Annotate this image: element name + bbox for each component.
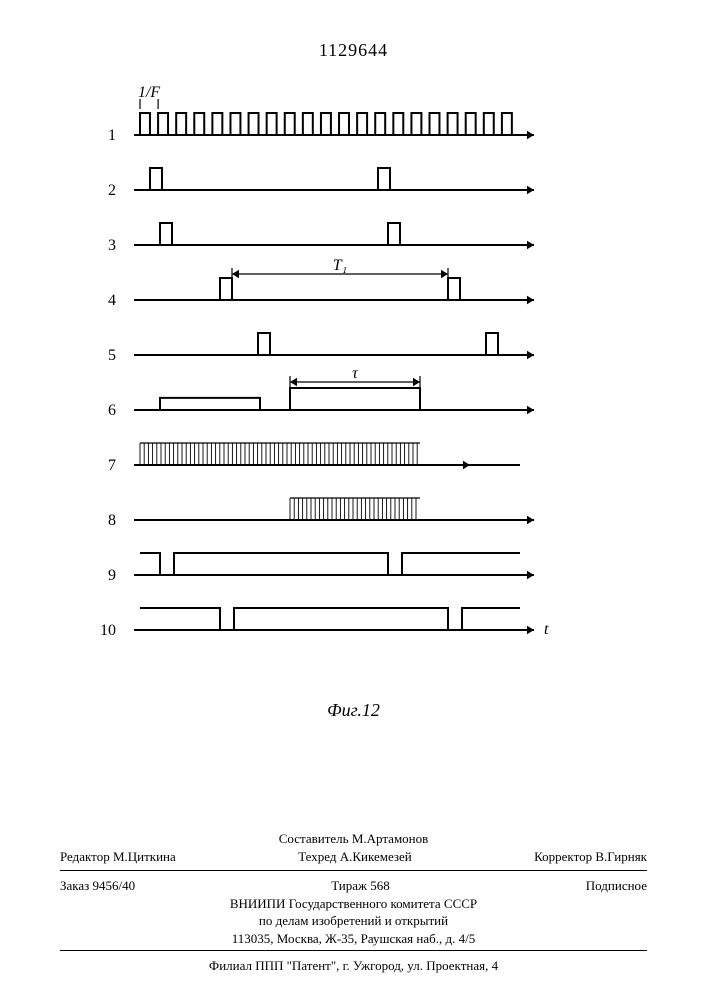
- svg-text:T₁: T₁: [333, 257, 347, 274]
- branch-block: Филиал ППП "Патент", г. Ужгород, ул. Про…: [60, 950, 647, 975]
- svg-text:3: 3: [108, 237, 116, 254]
- svg-text:5: 5: [108, 347, 116, 364]
- svg-text:1: 1: [108, 127, 116, 144]
- page: 1129644 1 1/F 2 3 4 T₁ 5 6 τ 7 8 9 10 t Фиг.12 Состав…: [0, 0, 707, 1000]
- org-line-1: ВНИИПИ Государственного комитета СССР: [60, 895, 647, 913]
- org-address: 113035, Москва, Ж-35, Раушская наб., д. …: [60, 930, 647, 948]
- techred-name: А.Кикемезей: [340, 849, 412, 864]
- svg-text:10: 10: [100, 622, 116, 639]
- compiler-label: Составитель: [279, 831, 349, 846]
- branch-address: Филиал ППП "Патент", г. Ужгород, ул. Про…: [209, 958, 498, 973]
- svg-text:t: t: [544, 621, 549, 638]
- figure-label: Фиг.12: [0, 700, 707, 721]
- timing-diagram: 11/F234T₁56τ78910t: [100, 95, 600, 695]
- credits-block: Составитель М.Артамонов Редактор М.Цитки…: [60, 830, 647, 865]
- corrector-name: В.Гирняк: [595, 849, 647, 864]
- techred-label: Техред: [298, 849, 336, 864]
- svg-text:6: 6: [108, 402, 116, 419]
- imprint-block: Заказ 9456/40 Тираж 568 Подписное ВНИИПИ…: [60, 870, 647, 947]
- tirazh: Тираж 568: [331, 877, 390, 895]
- svg-text:τ: τ: [352, 365, 359, 382]
- svg-text:7: 7: [108, 457, 116, 474]
- editor-name: М.Циткина: [113, 849, 176, 864]
- compiler-name: М.Артамонов: [352, 831, 428, 846]
- org-line-2: по делам изобретений и открытий: [60, 912, 647, 930]
- corrector-label: Корректор: [534, 849, 592, 864]
- svg-text:4: 4: [108, 292, 116, 309]
- svg-text:1/F: 1/F: [138, 84, 160, 101]
- subscription: Подписное: [586, 877, 647, 895]
- order-number: Заказ 9456/40: [60, 877, 135, 895]
- svg-text:2: 2: [108, 182, 116, 199]
- svg-text:9: 9: [108, 567, 116, 584]
- patent-number: 1129644: [0, 40, 707, 61]
- svg-text:8: 8: [108, 512, 116, 529]
- editor-label: Редактор: [60, 849, 110, 864]
